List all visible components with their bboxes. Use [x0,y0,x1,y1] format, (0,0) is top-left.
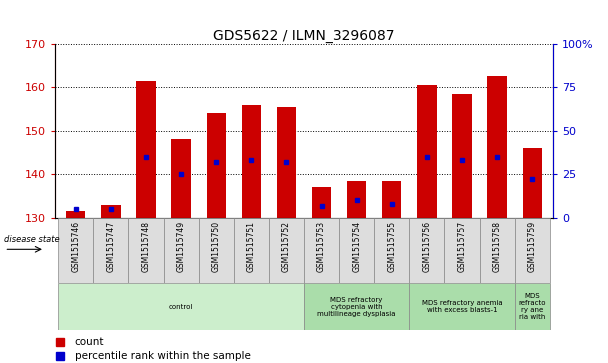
Text: GSM1515757: GSM1515757 [457,221,466,272]
Bar [304,283,409,330]
Bar [128,218,164,283]
Bar [102,205,120,218]
Text: GSM1515759: GSM1515759 [528,221,537,272]
Text: GSM1515750: GSM1515750 [212,221,221,272]
Text: count: count [75,337,104,347]
Bar [417,85,437,218]
Bar [312,187,331,218]
Bar [58,283,304,330]
Text: disease state: disease state [4,234,60,244]
Bar [171,139,191,218]
Bar [480,218,514,283]
Text: GSM1515747: GSM1515747 [106,221,116,272]
Bar [409,283,514,330]
Bar [339,218,374,283]
Title: GDS5622 / ILMN_3296087: GDS5622 / ILMN_3296087 [213,29,395,42]
Bar [409,218,444,283]
Text: GSM1515752: GSM1515752 [282,221,291,272]
Bar [514,283,550,330]
Bar [207,113,226,218]
Text: percentile rank within the sample: percentile rank within the sample [75,351,250,362]
Text: control: control [169,304,193,310]
Bar [164,218,199,283]
Text: GSM1515758: GSM1515758 [492,221,502,272]
Text: GSM1515753: GSM1515753 [317,221,326,272]
Bar [241,105,261,218]
Bar [444,218,480,283]
Text: GSM1515751: GSM1515751 [247,221,256,272]
Bar [374,218,409,283]
Bar [58,218,94,283]
Bar [522,148,542,218]
Text: GSM1515749: GSM1515749 [176,221,185,272]
Bar [269,218,304,283]
Bar [66,211,86,218]
Bar [234,218,269,283]
Text: GSM1515754: GSM1515754 [352,221,361,272]
Bar [304,218,339,283]
Text: MDS
refracto
ry ane
ria with: MDS refracto ry ane ria with [519,293,546,320]
Text: MDS refractory anemia
with excess blasts-1: MDS refractory anemia with excess blasts… [422,300,502,313]
Bar [277,107,296,218]
Text: GSM1515746: GSM1515746 [71,221,80,272]
Text: MDS refractory
cytopenia with
multilineage dysplasia: MDS refractory cytopenia with multilinea… [317,297,396,317]
Bar [347,181,366,218]
Bar [452,94,472,218]
Text: GSM1515756: GSM1515756 [423,221,432,272]
Bar [136,81,156,218]
Bar [382,181,401,218]
Bar [488,76,506,218]
Bar [199,218,234,283]
Bar [94,218,128,283]
Text: GSM1515755: GSM1515755 [387,221,396,272]
Text: GSM1515748: GSM1515748 [142,221,151,272]
Bar [514,218,550,283]
